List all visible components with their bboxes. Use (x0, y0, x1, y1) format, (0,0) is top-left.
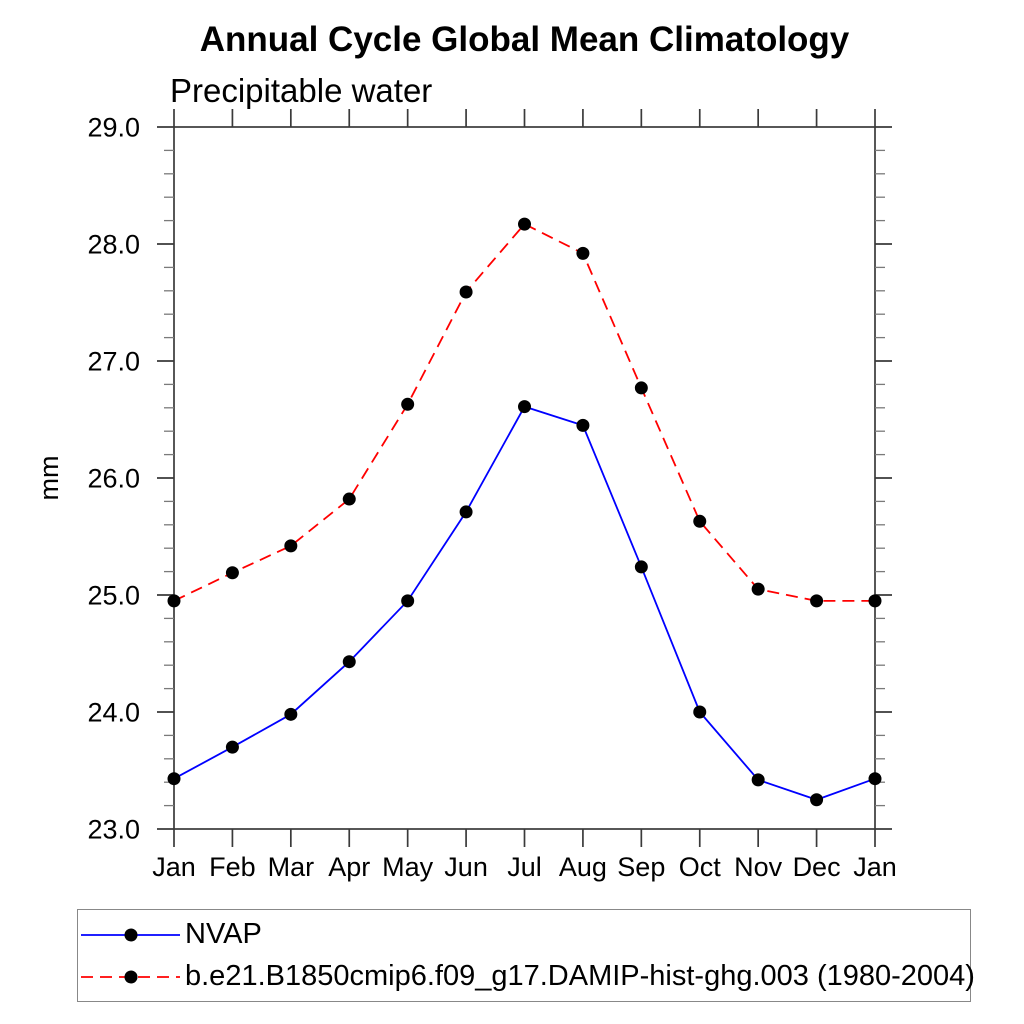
legend-item-model: b.e21.B1850cmip6.f09_g17.DAMIP-hist-ghg.… (78, 956, 975, 998)
y-tick-label: 26.0 (87, 464, 140, 494)
legend-marker-dot (124, 928, 138, 941)
x-tick-label: Sep (617, 852, 665, 882)
legend-line-sample (81, 928, 180, 941)
x-tick-label: Oct (679, 852, 722, 882)
data-point-marker (518, 217, 531, 231)
legend-item-nvap: NVAP (78, 914, 970, 956)
x-tick-label: Nov (734, 852, 783, 882)
x-tick-label: Mar (268, 852, 315, 882)
data-point-marker (284, 539, 298, 553)
data-point-marker (284, 707, 298, 721)
data-point-marker (634, 381, 648, 395)
y-tick-label: 25.0 (87, 581, 140, 611)
y-axis-title: mm (34, 456, 64, 501)
series-line (173, 405, 876, 801)
data-point-marker (342, 655, 356, 669)
data-point-marker (576, 246, 590, 260)
y-minor-ticks (164, 149, 885, 807)
x-tick-label: May (382, 852, 434, 882)
legend-label: b.e21.B1850cmip6.f09_g17.DAMIP-hist-ghg.… (185, 960, 975, 992)
y-tick-label: 23.0 (87, 815, 140, 845)
x-tick-label: Jan (853, 852, 897, 882)
svg-text:mm: mm (34, 456, 64, 501)
series-nvap (167, 400, 882, 807)
data-point-marker (634, 560, 648, 574)
data-point-marker (167, 594, 181, 608)
data-point-marker (225, 566, 239, 580)
legend-marker-dot (124, 970, 138, 983)
x-tick-label: Apr (328, 852, 370, 882)
legend-rows: NVAP b.e21.B1850cmip6.f09_g17.DAMIP-hist-… (78, 914, 975, 998)
legend-line-sample (81, 970, 180, 983)
x-tick-label: Dec (793, 852, 841, 882)
data-point-marker (401, 397, 415, 411)
data-point-marker (868, 594, 882, 608)
data-point-marker (459, 285, 473, 299)
x-tick-label: Jul (507, 852, 542, 882)
chart-subtitle: Precipitable water (170, 72, 433, 109)
x-tick-label: Feb (209, 852, 256, 882)
series-model (167, 217, 882, 608)
data-point-marker (576, 418, 590, 432)
data-point-marker (868, 772, 882, 786)
y-tick-label: 28.0 (87, 230, 140, 260)
y-tick-label: 24.0 (87, 698, 140, 728)
data-point-marker (518, 400, 531, 414)
data-point-marker (342, 492, 356, 506)
plot-frame (173, 126, 876, 830)
chart-title: Annual Cycle Global Mean Climatology (199, 20, 850, 59)
x-tick-label: Aug (559, 852, 607, 882)
x-tick-label: Jun (444, 852, 488, 882)
y-tick-label: 27.0 (87, 347, 140, 377)
legend: NVAP b.e21.B1850cmip6.f09_g17.DAMIP-hist-… (77, 909, 975, 1002)
data-point-marker (751, 582, 765, 596)
data-point-marker (225, 740, 239, 754)
data-point-marker (693, 705, 707, 719)
data-point-marker (810, 594, 824, 608)
data-point-marker (167, 772, 181, 786)
data-point-marker (401, 594, 415, 608)
data-point-marker (459, 505, 473, 519)
y-axis: 23.0 24.0 25.0 26.0 27.0 28.0 29.0 (87, 113, 892, 845)
data-point-marker (751, 773, 765, 787)
legend-label: NVAP (185, 918, 262, 950)
x-tick-label: Jan (152, 852, 196, 882)
x-axis: Jan Feb Mar Apr May Jun Jul Aug Sep Oct Nov Dec Jan (152, 109, 897, 882)
data-point-marker (810, 793, 824, 807)
y-tick-label: 29.0 (87, 113, 140, 143)
data-point-marker (693, 514, 707, 528)
